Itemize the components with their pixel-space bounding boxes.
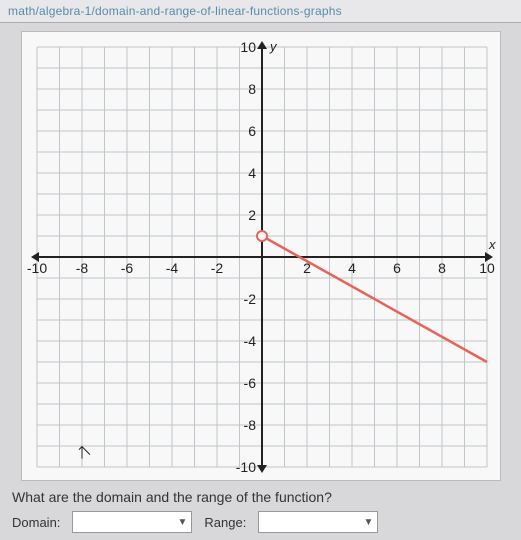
- svg-text:-10: -10: [26, 260, 46, 276]
- svg-text:4: 4: [348, 260, 356, 276]
- range-label: Range:: [204, 515, 246, 530]
- svg-text:10: 10: [479, 260, 495, 276]
- svg-text:-4: -4: [243, 333, 256, 349]
- domain-label: Domain:: [12, 515, 60, 530]
- svg-text:-8: -8: [75, 260, 88, 276]
- svg-text:-10: -10: [235, 459, 255, 475]
- svg-text:4: 4: [248, 165, 256, 181]
- svg-text:-2: -2: [210, 260, 223, 276]
- question-text: What are the domain and the range of the…: [12, 489, 509, 505]
- svg-text:6: 6: [393, 260, 401, 276]
- answer-row: Domain: ▼ Range: ▼: [12, 511, 509, 533]
- svg-text:-4: -4: [165, 260, 178, 276]
- range-select[interactable]: ▼: [258, 511, 378, 533]
- chevron-down-icon: ▼: [363, 517, 373, 528]
- svg-text:-6: -6: [243, 375, 256, 391]
- svg-text:2: 2: [248, 207, 256, 223]
- svg-text:-2: -2: [243, 291, 256, 307]
- svg-text:10: 10: [240, 39, 256, 55]
- breadcrumb: math/algebra-1/domain-and-range-of-linea…: [0, 0, 521, 23]
- svg-text:8: 8: [248, 81, 256, 97]
- svg-text:x: x: [488, 237, 496, 252]
- domain-select[interactable]: ▼: [72, 511, 192, 533]
- svg-text:6: 6: [248, 123, 256, 139]
- svg-text:-6: -6: [120, 260, 133, 276]
- chevron-down-icon: ▼: [178, 517, 188, 528]
- svg-text:-8: -8: [243, 417, 256, 433]
- coordinate-graph: -10-8-6-4-2246810108642-2-4-6-8-10xy: [21, 31, 501, 481]
- graph-svg: -10-8-6-4-2246810108642-2-4-6-8-10xy: [22, 32, 502, 482]
- svg-text:8: 8: [438, 260, 446, 276]
